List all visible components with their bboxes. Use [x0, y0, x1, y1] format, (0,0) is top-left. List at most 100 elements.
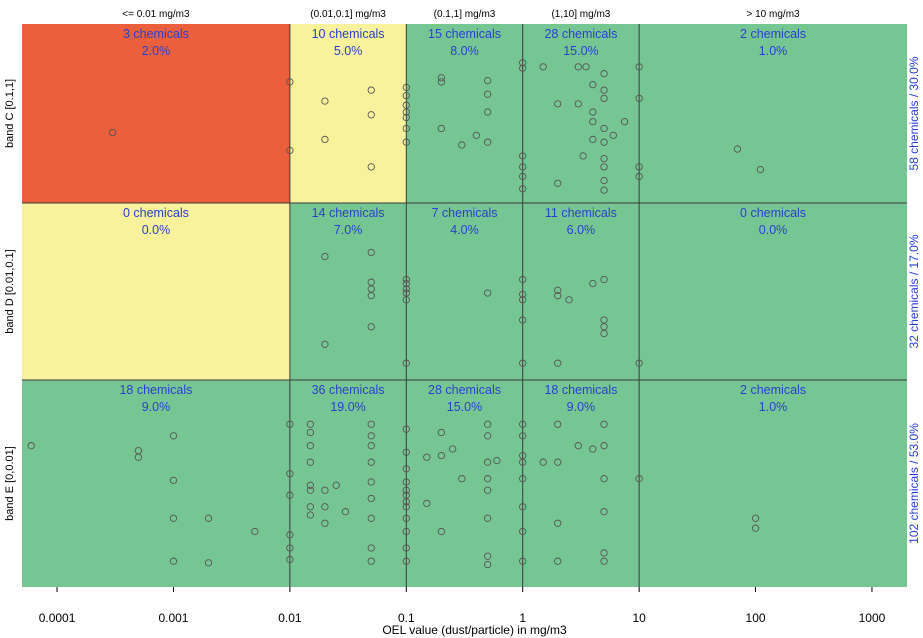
chemical-point — [554, 359, 562, 367]
cell-percent-label: 9.0% — [142, 400, 171, 414]
chemical-point — [635, 172, 643, 181]
chemical-point — [367, 323, 375, 331]
column-header-label: (0.1,1] mg/m3 — [434, 9, 496, 20]
chemical-point — [402, 138, 410, 146]
cell-count-label: 0 chemicals — [740, 206, 806, 220]
chemical-point — [519, 420, 527, 428]
chemical-point — [402, 425, 410, 433]
column-header-label: > 10 mg/m3 — [747, 9, 801, 20]
chemical-point — [321, 340, 329, 348]
chemical-point — [437, 124, 445, 133]
chemical-point — [484, 420, 492, 428]
chemical-point — [321, 519, 329, 527]
chemical-point — [332, 481, 340, 489]
chemical-point — [367, 514, 375, 522]
chemical-point — [367, 442, 375, 450]
chemical-point — [402, 359, 410, 367]
cell-percent-label: 7.0% — [334, 223, 363, 237]
x-axis-title: OEL value (dust/particle) in mg/m3 — [382, 623, 567, 637]
chemical-point — [600, 475, 608, 483]
x-tick-label: 0.1 — [398, 611, 415, 625]
chemical-point — [733, 145, 742, 153]
band-cells — [22, 24, 907, 587]
x-axis-ticks: 0.0001 0.001 0.01 0.1 1 10 100 1000 — [39, 587, 886, 625]
chemical-point — [484, 458, 492, 466]
cell-count-label: 11 chemicals — [545, 206, 617, 220]
chemical-point — [539, 63, 547, 71]
cell-percent-label: 15.0% — [563, 44, 598, 58]
chemical-point — [204, 559, 213, 567]
cell-count-label: 0 chemicals — [123, 206, 189, 220]
band-cell — [22, 203, 290, 380]
chemical-point — [402, 124, 410, 133]
chemical-point — [600, 549, 608, 557]
chemical-point — [519, 152, 527, 160]
chemical-point — [402, 108, 410, 116]
chemical-point — [402, 514, 410, 522]
chemical-point — [589, 81, 597, 89]
chemical-point — [635, 475, 643, 483]
cell-percent-label: 4.0% — [450, 223, 479, 237]
band-label: band D [0.01,0.1] — [4, 249, 16, 333]
cell-percent-label: 1.0% — [759, 400, 788, 414]
chemical-point — [134, 453, 143, 461]
chemical-point — [402, 478, 410, 486]
chemical-point — [519, 296, 527, 304]
chemical-point — [402, 101, 410, 109]
chemical-point — [554, 420, 562, 428]
chemical-point — [402, 296, 410, 304]
chemical-point — [472, 131, 481, 140]
chemical-point — [600, 420, 608, 428]
chemical-point — [286, 146, 294, 155]
chemical-point — [251, 527, 259, 536]
chemical-point — [458, 475, 466, 483]
chemical-point — [519, 163, 527, 171]
chemical-point — [169, 476, 178, 484]
band-labels: band C [0.1,1] band D [0.01,0.1] band E [0… — [4, 79, 16, 521]
chemical-point — [402, 285, 410, 293]
cell-percent-label: 0.0% — [759, 223, 788, 237]
chemical-point — [600, 70, 608, 78]
band-cell — [406, 380, 523, 587]
chemical-point — [367, 432, 375, 440]
chemical-point — [402, 465, 410, 473]
chemical-point — [519, 185, 527, 193]
chemical-point — [367, 458, 375, 466]
chemical-point — [367, 292, 375, 300]
chemical-point — [321, 503, 329, 511]
x-tick-label: 100 — [746, 611, 766, 625]
chemical-point — [367, 420, 375, 428]
cell-count-labels: 3 chemicals 2.0% 10 chemicals 5.0% 15 chemic… — [119, 27, 806, 414]
chemical-point — [751, 524, 760, 532]
chemical-point — [341, 508, 350, 516]
chemical-point — [402, 83, 410, 92]
chemical-point — [565, 296, 573, 304]
chemical-point — [286, 470, 294, 478]
column-headers: <= 0.01 mg/m3 (0.01,0.1] mg/m3 (0.1,1] mg/… — [122, 9, 800, 20]
chemical-point — [306, 428, 315, 437]
chemical-point — [519, 316, 527, 324]
chemical-point — [519, 503, 527, 511]
chemical-point — [402, 498, 410, 506]
chemical-point — [519, 275, 527, 284]
cell-percent-label: 2.0% — [142, 44, 171, 58]
chemical-point — [306, 442, 315, 450]
chemical-point — [635, 163, 643, 171]
chemical-point — [554, 292, 562, 300]
chemical-point — [519, 172, 527, 181]
chemical-point — [169, 557, 178, 565]
band-cell — [639, 380, 907, 587]
chemical-point — [306, 458, 315, 466]
chemical-point — [554, 458, 562, 466]
x-tick-label: 0.0001 — [39, 611, 76, 625]
chemical-point — [756, 165, 765, 174]
cell-count-label: 10 chemicals — [312, 27, 385, 41]
chemical-point — [484, 475, 492, 483]
chemical-point — [554, 519, 562, 527]
chemical-point — [402, 503, 410, 511]
chemical-point — [306, 420, 315, 428]
cell-count-label: 28 chemicals — [544, 27, 617, 41]
band-cell — [522, 380, 640, 587]
chemical-point — [600, 557, 608, 565]
